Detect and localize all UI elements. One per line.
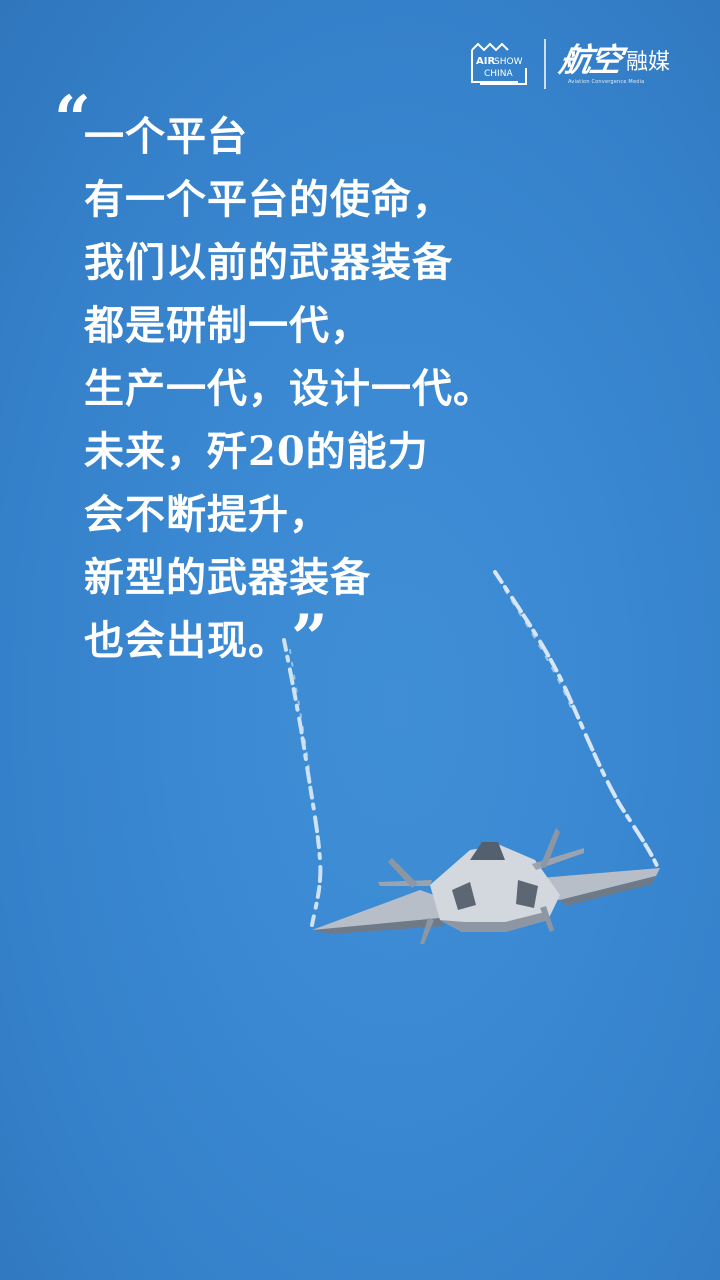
quote-line-6: 未来，歼20的能力 <box>84 428 429 475</box>
quote-open-mark: “ <box>54 82 91 157</box>
jet-aircraft <box>312 828 660 944</box>
quote-line-4: 都是研制一代， <box>84 302 371 349</box>
quote-block: 一个平台 有一个平台的使命， 我们以前的武器装备 都是研制一代， 生产一代，设计… <box>84 105 684 672</box>
jet-right-tail <box>540 828 560 868</box>
quote-line-9-text: 也会出现。 <box>84 617 289 664</box>
airshow-line3: CHINA <box>484 69 513 79</box>
jet-canopy <box>470 842 505 860</box>
jet-right-canard <box>532 848 584 870</box>
jet-right-wing <box>535 868 660 900</box>
quote-line-3: 我们以前的武器装备 <box>84 239 453 286</box>
quote-line-1: 一个平台 <box>84 113 248 160</box>
airshow-line2: SHOW <box>494 57 523 67</box>
airshow-line1: AIR <box>476 56 495 67</box>
contrail-right <box>493 570 660 870</box>
quote-line-7: 会不断提升， <box>84 491 330 538</box>
jet-left-tail <box>388 858 418 888</box>
logo-bar: AIR SHOW CHINA 航空 融媒 Aviation Convergenc… <box>468 38 670 90</box>
jet-left-wing <box>312 890 448 930</box>
quote-line-2: 有一个平台的使命， <box>84 176 453 223</box>
logo-divider <box>543 39 546 89</box>
aviation-media-label: 融媒 <box>625 49 670 75</box>
aviation-media-script: 航空 <box>556 40 624 79</box>
aviation-media-subtitle: Aviation Convergence Media <box>567 78 645 85</box>
quote-line-5: 生产一代，设计一代。 <box>84 365 494 412</box>
quote-line-9: 也会出现。” <box>84 601 329 676</box>
contrail-left <box>282 638 323 927</box>
jet-left-canard <box>378 880 432 886</box>
jet-fuselage <box>430 845 560 932</box>
aviation-media-logo: 航空 融媒 Aviation Convergence Media <box>556 40 670 85</box>
airshow-china-logo: AIR SHOW CHINA <box>468 38 530 90</box>
quote-line-8: 新型的武器装备 <box>84 554 371 601</box>
